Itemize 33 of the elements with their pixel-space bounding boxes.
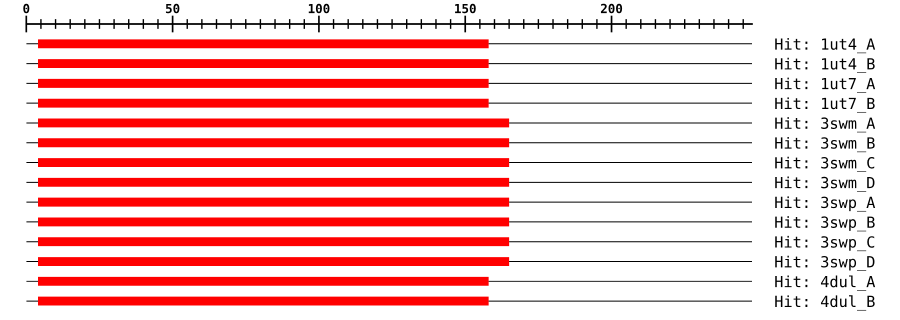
bar xyxy=(38,257,510,266)
y-tick-label: Hit: 3swp_B xyxy=(775,216,875,232)
y-tick-label: Hit: 1ut4_B xyxy=(775,58,875,73)
bar xyxy=(38,39,489,48)
bar xyxy=(38,237,510,246)
y-tick-label: Hit: 1ut7_B xyxy=(775,97,875,113)
y-tick-label: Hit: 4dul_B xyxy=(775,295,875,311)
x-tick-label: 150 xyxy=(455,4,476,14)
bar xyxy=(38,296,489,306)
y-tick-label: Hit: 3swm_C xyxy=(775,156,874,172)
y-tick-label: Hit: 3swm_B xyxy=(775,136,875,152)
bar xyxy=(38,138,510,148)
bar xyxy=(38,98,489,108)
x-tick-label: 100 xyxy=(308,4,330,14)
bar xyxy=(38,178,510,187)
x-tick-label: 0 xyxy=(23,4,30,14)
bar xyxy=(38,198,510,207)
y-tick-label: Hit: 4dul_A xyxy=(775,275,876,291)
y-tick-label: Hit: 3swm_A xyxy=(775,117,876,132)
y-tick-label: Hit: 3swp_A xyxy=(775,196,876,212)
bar xyxy=(38,276,489,286)
bar xyxy=(38,217,510,226)
y-tick-label: Hit: 3swp_C xyxy=(775,236,874,252)
y-tick-label: Hit: 1ut7_A xyxy=(775,78,876,93)
bar xyxy=(38,78,489,88)
y-tick-label: Hit: 3swm_D xyxy=(775,176,874,192)
x-tick-label: 200 xyxy=(600,4,622,14)
bar xyxy=(38,118,510,128)
bar xyxy=(38,59,489,68)
y-tick-label: Hit: 3swp_D xyxy=(775,256,874,271)
y-tick-label: Hit: 1ut4_A xyxy=(775,38,876,54)
bar xyxy=(38,158,510,168)
x-tick-label: 50 xyxy=(166,4,180,14)
